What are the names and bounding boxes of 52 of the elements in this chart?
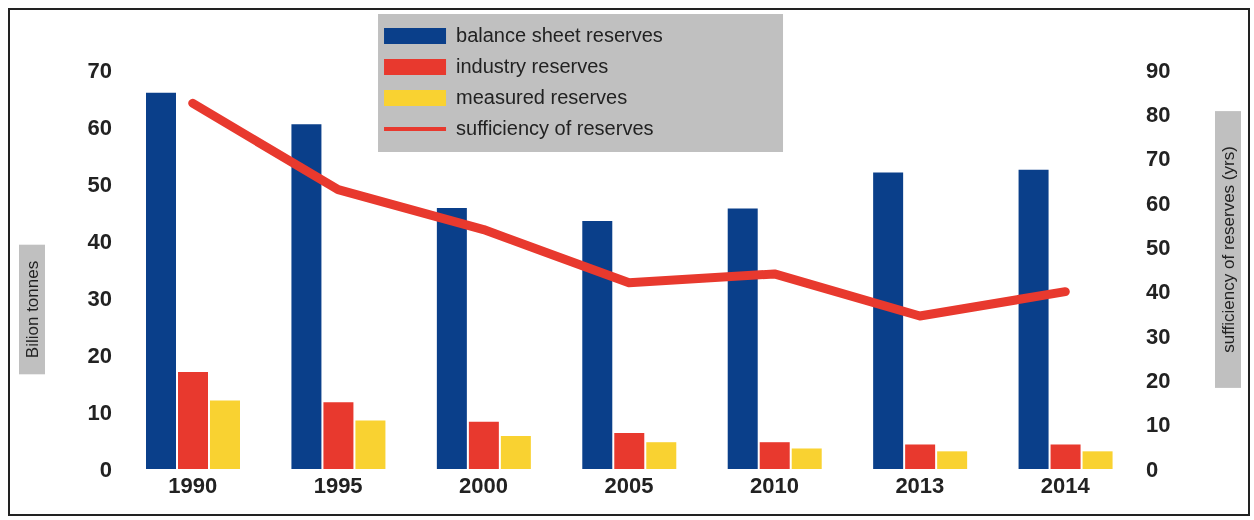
x-tick-label: 2014: [1040, 472, 1091, 498]
y2-tick-label: 10: [1146, 412, 1171, 438]
bar: [791, 448, 822, 469]
y-tick-label: 70: [87, 57, 112, 83]
y2-tick-label: 40: [1146, 279, 1171, 305]
y-tick-label: 10: [87, 399, 112, 425]
x-tick-label: 2013: [895, 472, 945, 498]
bar: [355, 420, 386, 469]
y-tick-label: 60: [87, 114, 112, 140]
bar: [582, 221, 613, 469]
y2-tick-label: 30: [1146, 323, 1171, 349]
y2-tick-label: 50: [1146, 235, 1171, 261]
bar: [323, 402, 354, 469]
y-tick-label: 30: [87, 285, 112, 311]
x-tick-label: 1995: [313, 472, 363, 498]
y2-tick-label: 60: [1146, 190, 1171, 216]
bar: [646, 442, 677, 469]
y-tick-label: 20: [87, 342, 112, 368]
x-tick-label: 2005: [604, 472, 654, 498]
bar: [614, 433, 645, 469]
y-axis-title: Bilion tonnes: [23, 260, 42, 359]
bar: [436, 207, 467, 469]
bar: [210, 400, 240, 469]
y-tick-label: 50: [87, 171, 112, 197]
x-tick-label: 1990: [168, 472, 218, 498]
bar: [468, 421, 499, 469]
bar: [178, 372, 208, 469]
bar: [1050, 444, 1081, 469]
bar: [500, 435, 531, 469]
y2-tick-label: 90: [1146, 57, 1171, 83]
bar: [1018, 169, 1049, 469]
y2-tick-label: 70: [1146, 146, 1171, 172]
bar: [146, 92, 176, 469]
bar: [1082, 451, 1113, 469]
legend-label: industry reserves: [456, 55, 609, 78]
bar: [291, 124, 322, 469]
legend-label: sufficiency of reserves: [456, 117, 654, 140]
bar: [873, 172, 904, 469]
y2-tick-label: 80: [1146, 102, 1171, 128]
legend-label: balance sheet reserves: [456, 24, 663, 47]
y2-axis-title: sufficiency of reserves (yrs): [1219, 146, 1238, 353]
y-tick-label: 0: [99, 456, 112, 482]
bar: [937, 451, 968, 469]
legend-label: measured reserves: [456, 86, 628, 109]
bar: [727, 208, 758, 469]
y2-tick-label: 0: [1146, 456, 1159, 482]
x-tick-label: 2000: [459, 472, 509, 498]
x-tick-label: 2010: [749, 472, 799, 498]
y-tick-label: 40: [87, 228, 112, 254]
y2-tick-label: 20: [1146, 368, 1171, 394]
bar: [905, 444, 936, 469]
bar: [759, 442, 790, 469]
